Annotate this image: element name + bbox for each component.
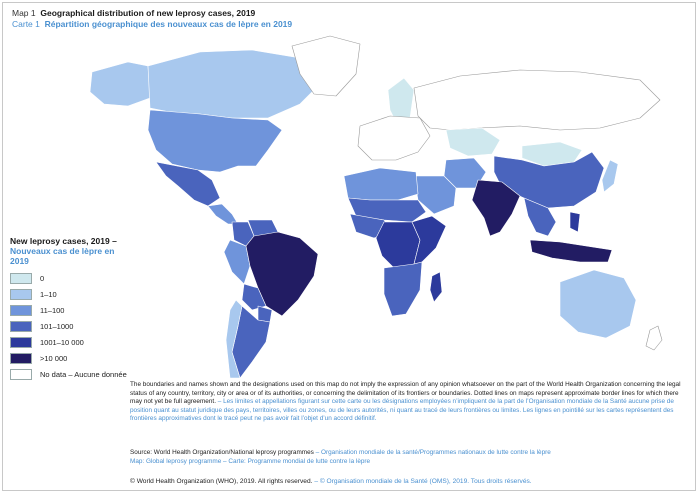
copyright-en: © World Health Organization (WHO), 2019.… <box>130 478 313 485</box>
region-brazil <box>245 231 319 317</box>
region-europe <box>357 115 431 161</box>
region-east-africa <box>411 215 447 265</box>
region-australia <box>559 269 637 339</box>
legend-item: No data – Aucune donnée <box>10 366 130 382</box>
legend-swatch <box>10 336 32 348</box>
region-southeast-asia <box>523 197 557 237</box>
legend-label: 1001–10 000 <box>40 337 84 347</box>
region-new-zealand <box>645 325 663 351</box>
legend-swatch <box>10 288 32 300</box>
legend-item: 0 <box>10 270 130 286</box>
source: Source: World Health Organization/Nation… <box>130 449 686 466</box>
map-title-en-text: Geographical distribution of new leprosy… <box>40 8 256 18</box>
region-greenland <box>291 35 361 97</box>
region-kazakhstan <box>445 127 501 157</box>
legend-item: 1001–10 000 <box>10 334 130 350</box>
region-india <box>471 179 521 237</box>
legend-label: >10 000 <box>40 353 68 363</box>
region-central-africa <box>375 221 421 271</box>
legend-swatch <box>10 368 32 380</box>
region-canada <box>147 49 321 119</box>
legend: New leprosy cases, 2019 – Nouveaux cas d… <box>10 236 130 382</box>
region-central-america <box>207 203 239 225</box>
legend-label: 1–10 <box>40 289 57 299</box>
legend-swatch <box>10 320 32 332</box>
legend-label: 11–100 <box>40 305 65 315</box>
legend-label: 0 <box>40 273 45 283</box>
region-indonesia <box>529 239 613 263</box>
map-title-fr-text: Répartition géographique des nouveaux ca… <box>44 19 293 29</box>
map-number-en: Map 1 <box>12 8 36 18</box>
map-number-fr: Carte 1 <box>12 19 40 29</box>
legend-label: No data – Aucune donnée <box>40 369 127 379</box>
map-title-fr: Carte 1 Répartition géographique des nou… <box>12 19 292 29</box>
disclaimer-en: The boundaries and names shown and the d… <box>130 381 681 406</box>
source-en: Source: World Health Organization/Nation… <box>130 449 314 456</box>
region-southern-africa <box>383 261 423 317</box>
region-madagascar <box>429 271 443 303</box>
map-frame <box>2 2 696 491</box>
region-philippines <box>569 211 581 233</box>
region-russia <box>413 69 661 131</box>
region-alaska <box>89 61 151 107</box>
disclaimer-fr: – Les limites et appellations figurant s… <box>130 398 674 423</box>
legend-label: 101–1000 <box>40 321 74 331</box>
legend-item: 101–1000 <box>10 318 130 334</box>
source-fr: – Organisation mondiale de la santé/Prog… <box>313 449 551 456</box>
copyright-fr: – © Organisation mondiale de la Santé (O… <box>312 478 532 485</box>
legend-item: 11–100 <box>10 302 130 318</box>
legend-swatch <box>10 352 32 364</box>
map-title-en: Map 1 Geographical distribution of new l… <box>12 8 255 18</box>
region-japan <box>601 159 619 193</box>
map-credit: Map: Global leprosy programme – Carte: P… <box>130 457 371 465</box>
region-chile <box>225 299 243 379</box>
copyright: © World Health Organization (WHO), 2019.… <box>130 478 686 486</box>
legend-item: 1–10 <box>10 286 130 302</box>
legend-item: >10 000 <box>10 350 130 366</box>
region-north-africa <box>343 167 419 201</box>
disclaimer: The boundaries and names shown and the d… <box>130 381 686 424</box>
legend-title-en: New leprosy cases, 2019 – <box>10 236 117 246</box>
legend-swatch <box>10 272 32 284</box>
legend-title-fr: Nouveaux cas de lèpre en 2019 <box>10 246 115 266</box>
legend-items: 0 1–10 11–100 101–1000 1001–10 000 >10 0… <box>10 270 130 382</box>
region-usa <box>147 109 283 173</box>
legend-swatch <box>10 304 32 316</box>
